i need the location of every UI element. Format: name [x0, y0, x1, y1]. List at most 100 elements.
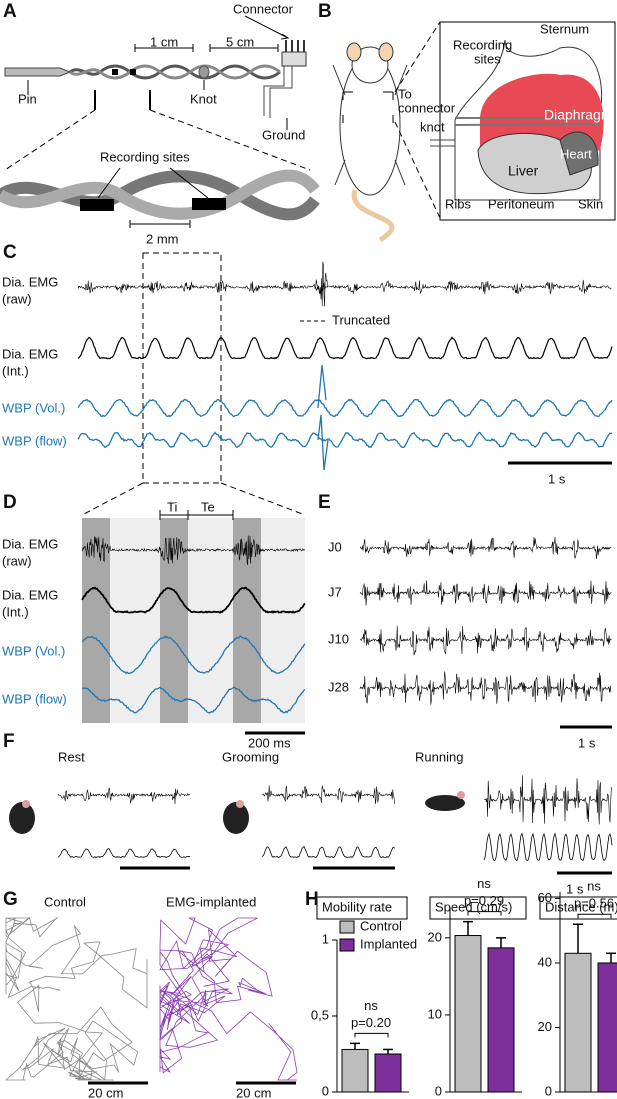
label: WBP (flow)	[2, 691, 67, 706]
trajectory	[4, 917, 148, 1081]
label: 20 cm	[88, 1085, 123, 1099]
label: knot	[420, 119, 445, 134]
y-tick-label: 0,5	[311, 1007, 329, 1022]
label: EMG-implanted	[166, 894, 256, 909]
significance-label: ns	[587, 879, 601, 894]
significance-bracket	[467, 911, 502, 916]
label: J7	[328, 584, 342, 599]
inspiration-shade	[160, 518, 188, 723]
label: J0	[328, 539, 342, 554]
label: (raw)	[2, 553, 32, 568]
bar	[564, 952, 592, 1093]
label: Peritoneum	[488, 196, 554, 211]
wbp-trace	[77, 398, 613, 418]
trajectory	[159, 917, 298, 1081]
emg-trace	[314, 261, 328, 307]
title-box	[539, 896, 617, 920]
label: F	[3, 731, 15, 752]
y-tick-label: 1	[322, 931, 329, 946]
title-box	[316, 896, 408, 920]
integrated-trace	[81, 586, 306, 614]
legend-label: Control	[360, 918, 402, 933]
legend-swatch	[339, 938, 355, 952]
label: 1 cm	[150, 34, 178, 49]
label: connector	[398, 100, 456, 115]
integrated-trace	[57, 848, 191, 859]
bar	[597, 962, 617, 1093]
emg-trace	[359, 671, 612, 705]
zoom-lines	[81, 482, 306, 516]
label: D	[3, 492, 17, 513]
label: Skin	[578, 196, 603, 211]
label: 20 cm	[236, 1085, 271, 1099]
charts: 0 0,5 1 Control Implanted p=0.20 ns 0 10 20 p=0.29…	[311, 876, 617, 1098]
emg-trace	[57, 787, 190, 804]
label: 1 s	[578, 735, 596, 750]
title-box	[429, 896, 527, 920]
label: Recording sites	[100, 149, 190, 164]
label: A	[3, 1, 17, 22]
label: 5 cm	[226, 34, 254, 49]
label: 1 s	[566, 881, 584, 896]
label: Truncated	[332, 312, 390, 327]
label: Ribs	[445, 196, 472, 211]
emg-trace	[359, 625, 612, 656]
y-tick-label: 0	[435, 1083, 442, 1098]
label: J28	[328, 679, 349, 694]
y-tick-label: 0	[322, 1083, 329, 1098]
label: 2 mm	[146, 231, 179, 246]
significance-label: p=0.29	[464, 893, 504, 908]
mouse-ear	[236, 800, 244, 808]
label: Dia. EMG	[2, 346, 58, 361]
label: Rest	[58, 749, 85, 764]
artifact	[317, 364, 329, 471]
label: Connector	[233, 1, 294, 16]
label: Distance (m)	[545, 899, 617, 914]
bar	[341, 1048, 369, 1093]
label: Mobility rate	[322, 899, 392, 914]
significance-label: p=0.56	[574, 896, 614, 911]
significance-bracket	[577, 913, 612, 919]
label: (Int.)	[2, 604, 29, 619]
label: C	[3, 242, 17, 263]
integrated-trace	[483, 832, 613, 862]
label: Speed (cm/s)	[435, 899, 512, 914]
emg-trace	[360, 536, 612, 559]
label: J10	[328, 631, 349, 646]
label: Diaphragm	[544, 107, 612, 123]
inspiration-shade	[233, 518, 261, 723]
y-tick-label: 40	[538, 954, 552, 969]
label: Heart	[560, 146, 592, 161]
label: Knot	[190, 91, 217, 106]
emg-trace	[77, 279, 612, 295]
significance-label: p=0.20	[351, 1015, 391, 1030]
emg-trace	[81, 535, 305, 565]
label: E	[318, 492, 331, 513]
label: Pin	[18, 91, 37, 106]
y-tick-label: 20	[538, 1019, 552, 1034]
inspiration-shade	[82, 518, 110, 723]
label: H	[305, 889, 319, 910]
legend-swatch	[339, 920, 355, 934]
mouse-icon	[425, 795, 465, 811]
label: (Int.)	[2, 363, 29, 378]
label: Dia. EMG	[2, 274, 58, 289]
label: Running	[415, 749, 463, 764]
wbp-trace	[81, 635, 306, 675]
mouse-icon	[9, 802, 35, 834]
label: Grooming	[222, 749, 279, 764]
label: (raw)	[2, 291, 32, 306]
bar	[454, 935, 482, 1093]
y-tick-label: 0	[545, 1083, 552, 1098]
bar	[374, 1053, 402, 1093]
label: Ground	[262, 127, 305, 142]
mouse-ear	[457, 791, 465, 799]
label: Sternum	[540, 21, 589, 36]
emg-trace	[483, 775, 613, 825]
label: Liver	[508, 163, 539, 179]
label: Dia. EMG	[2, 587, 58, 602]
mouse-icon	[223, 802, 249, 834]
wbp-trace	[81, 686, 306, 714]
